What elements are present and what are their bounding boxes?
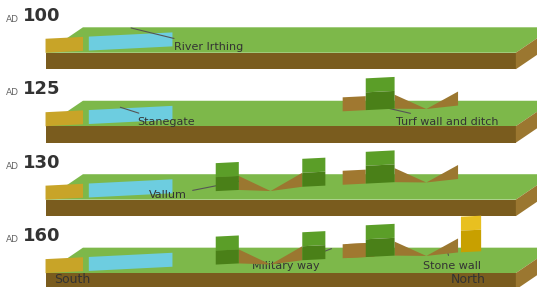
Text: River Irthing: River Irthing <box>131 28 243 52</box>
Text: Vallum: Vallum <box>149 180 243 200</box>
Polygon shape <box>271 173 302 191</box>
Polygon shape <box>89 179 172 197</box>
Text: South: South <box>54 273 90 286</box>
Text: AD: AD <box>5 162 18 171</box>
Polygon shape <box>45 184 83 200</box>
Polygon shape <box>216 176 239 191</box>
Polygon shape <box>216 235 239 251</box>
Polygon shape <box>426 165 458 182</box>
Polygon shape <box>45 53 516 69</box>
Polygon shape <box>45 200 516 216</box>
Polygon shape <box>45 174 540 200</box>
Polygon shape <box>45 273 516 290</box>
Polygon shape <box>302 231 326 246</box>
Text: AD: AD <box>5 235 18 244</box>
Polygon shape <box>239 249 271 264</box>
Text: 160: 160 <box>23 227 60 245</box>
Polygon shape <box>461 230 481 252</box>
Text: Turf wall and ditch: Turf wall and ditch <box>377 106 498 127</box>
Polygon shape <box>302 245 326 260</box>
Polygon shape <box>426 92 458 109</box>
Polygon shape <box>395 95 426 109</box>
Polygon shape <box>343 170 366 185</box>
Polygon shape <box>89 106 172 124</box>
Polygon shape <box>216 162 239 177</box>
Text: 125: 125 <box>23 81 60 99</box>
Polygon shape <box>216 249 239 264</box>
Polygon shape <box>366 164 395 184</box>
Text: Military way: Military way <box>252 249 332 271</box>
Polygon shape <box>343 96 366 111</box>
Polygon shape <box>395 168 426 182</box>
Polygon shape <box>366 91 395 110</box>
Polygon shape <box>45 248 540 273</box>
Polygon shape <box>516 101 540 143</box>
Polygon shape <box>366 77 395 92</box>
Polygon shape <box>516 174 540 216</box>
Polygon shape <box>45 37 83 53</box>
Polygon shape <box>239 176 271 191</box>
Text: AD: AD <box>5 88 18 97</box>
Polygon shape <box>366 224 395 239</box>
Polygon shape <box>45 101 540 126</box>
Polygon shape <box>45 110 83 126</box>
Polygon shape <box>366 238 395 257</box>
Polygon shape <box>45 257 83 273</box>
Polygon shape <box>516 27 540 69</box>
Text: AD: AD <box>5 15 18 24</box>
Polygon shape <box>45 27 540 53</box>
Polygon shape <box>302 158 326 173</box>
Polygon shape <box>346 243 374 258</box>
Polygon shape <box>461 216 481 231</box>
Polygon shape <box>395 242 426 256</box>
Text: North: North <box>450 273 485 286</box>
Polygon shape <box>271 246 302 264</box>
Polygon shape <box>516 248 540 290</box>
Polygon shape <box>89 32 172 50</box>
Text: 130: 130 <box>23 154 60 172</box>
Polygon shape <box>45 126 516 143</box>
Polygon shape <box>302 172 326 187</box>
Text: Stanegate: Stanegate <box>120 107 194 127</box>
Polygon shape <box>343 243 366 258</box>
Text: Stone wall: Stone wall <box>423 247 481 271</box>
Polygon shape <box>426 238 458 256</box>
Text: 100: 100 <box>23 7 60 25</box>
Polygon shape <box>366 151 395 166</box>
Polygon shape <box>89 253 172 271</box>
